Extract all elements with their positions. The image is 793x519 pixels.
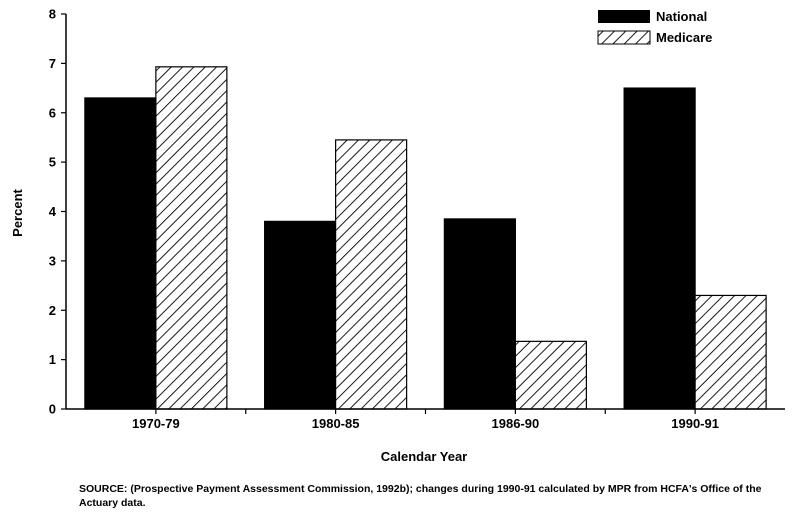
y-tick-label: 0 [49,402,56,417]
bars-group [84,66,767,410]
bar-medicare-1990-91 [694,294,767,410]
x-axis-title: Calendar Year [381,449,467,464]
legend-swatch-medicare [597,30,651,45]
y-axis-title: Percent [10,188,25,236]
legend-label-medicare: Medicare [656,30,712,45]
bar-medicare-1986-90 [514,340,587,410]
y-axis: 0 1 2 3 4 5 6 7 8 [49,7,67,417]
bar-medicare-1970-79 [155,66,228,410]
legend-label-national: National [656,9,707,24]
legend-swatch-national [598,10,650,23]
y-tick-label: 4 [49,204,57,219]
bar-medicare-1980-85 [335,139,408,410]
y-tick-label: 7 [49,56,56,71]
legend: National Medicare [597,9,712,45]
y-tick-label: 3 [49,253,56,268]
bar-national-1980-85 [264,220,337,410]
y-tick-label: 8 [49,7,56,22]
y-tick-label: 5 [49,155,56,170]
source-note: SOURCE: (Prospective Payment Assessment … [79,483,762,509]
x-axis: 1970-79 1980-85 1986-90 1990-91 [66,408,785,431]
x-tick-label: 1970-79 [132,416,180,431]
y-tick-label: 6 [49,105,56,120]
x-tick-label: 1990-91 [671,416,719,431]
x-tick-label: 1980-85 [312,416,360,431]
y-tick-label: 1 [49,352,56,367]
bar-national-1970-79 [84,97,157,410]
bar-national-1986-90 [443,218,516,410]
x-tick-label: 1986-90 [492,416,540,431]
bar-national-1990-91 [623,87,696,410]
y-tick-label: 2 [49,303,56,318]
